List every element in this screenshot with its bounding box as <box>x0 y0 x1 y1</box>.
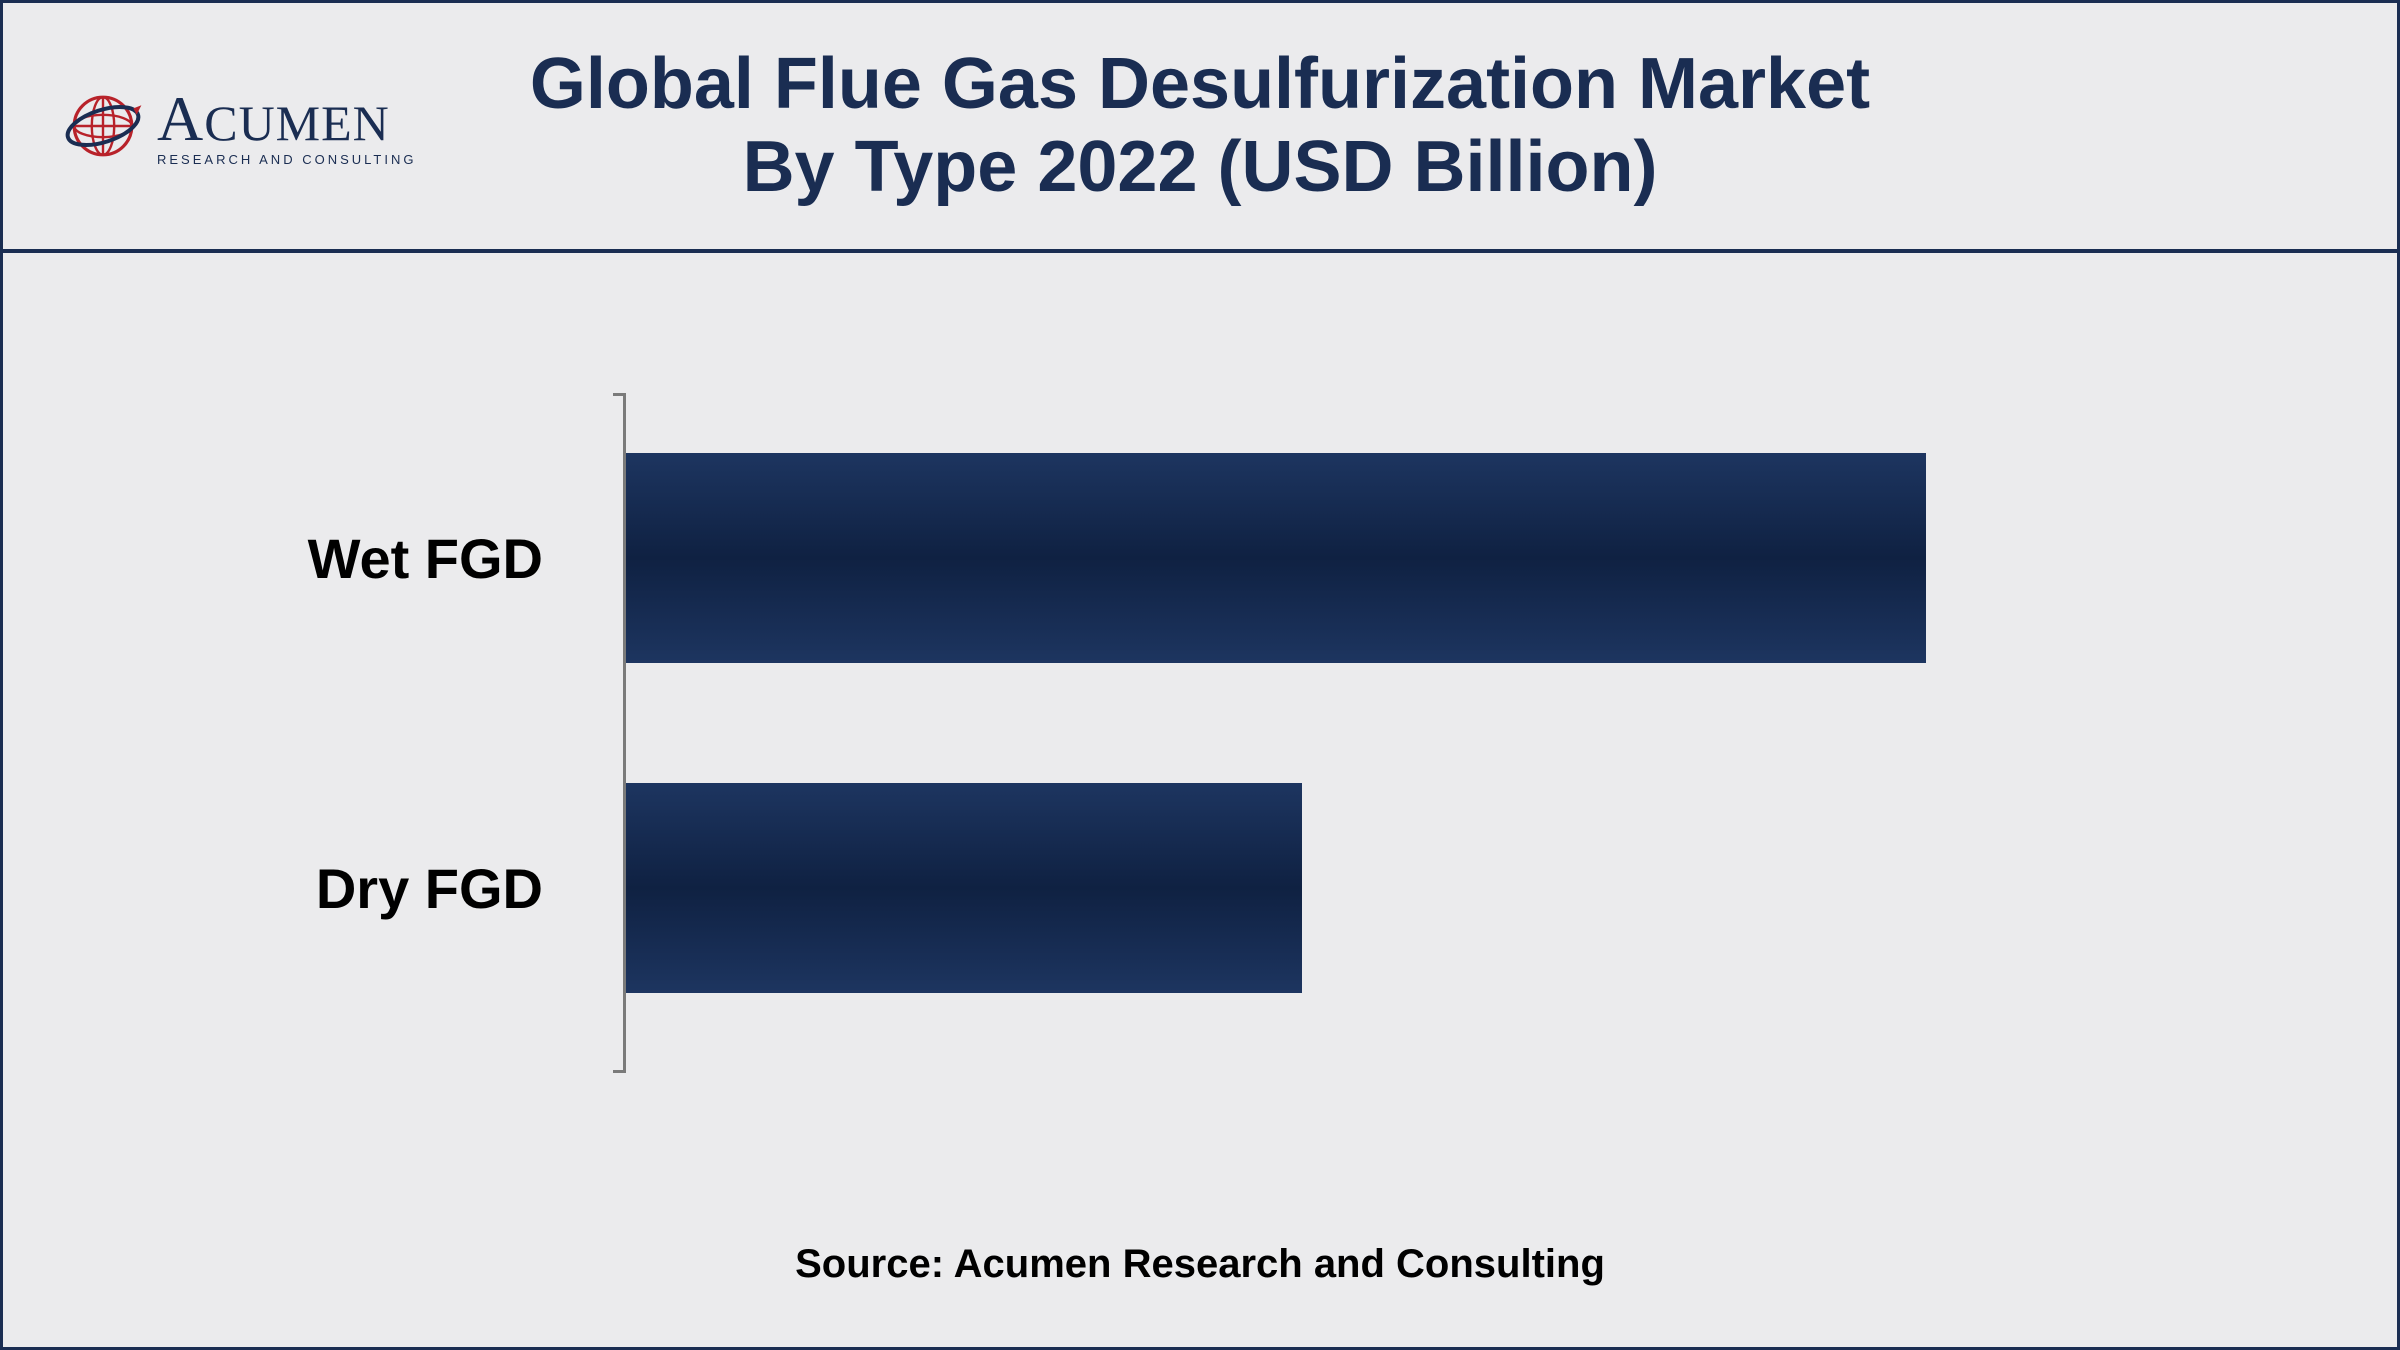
bar-track <box>626 783 1302 993</box>
bar-label-wet-fgd: Wet FGD <box>123 526 603 591</box>
logo-sub-text: RESEARCH AND CONSULTING <box>157 153 416 166</box>
title-line-1: Global Flue Gas Desulfurization Market <box>500 43 1900 126</box>
chart-title: Global Flue Gas Desulfurization Market B… <box>500 43 1900 209</box>
bar-wet-fgd <box>626 453 1926 663</box>
title-line-2: By Type 2022 (USD Billion) <box>500 126 1900 209</box>
logo-text: ACUMEN RESEARCH AND CONSULTING <box>157 87 416 166</box>
globe-icon <box>63 86 143 166</box>
bar-row-dry-fgd: Dry FGD <box>123 783 2277 993</box>
header-bar: ACUMEN RESEARCH AND CONSULTING Global Fl… <box>3 3 2397 253</box>
chart-frame: ACUMEN RESEARCH AND CONSULTING Global Fl… <box>0 0 2400 1350</box>
chart-plot: Wet FGD Dry FGD <box>123 393 2277 1073</box>
bar-label-dry-fgd: Dry FGD <box>123 856 603 921</box>
source-attribution: Source: Acumen Research and Consulting <box>795 1242 1605 1287</box>
bar-track <box>626 453 1926 663</box>
logo-main-text: ACUMEN <box>157 87 416 151</box>
bar-row-wet-fgd: Wet FGD <box>123 453 2277 663</box>
bar-dry-fgd <box>626 783 1302 993</box>
brand-logo: ACUMEN RESEARCH AND CONSULTING <box>63 86 416 166</box>
chart-area: Wet FGD Dry FGD Source: Acumen Research … <box>3 253 2397 1347</box>
